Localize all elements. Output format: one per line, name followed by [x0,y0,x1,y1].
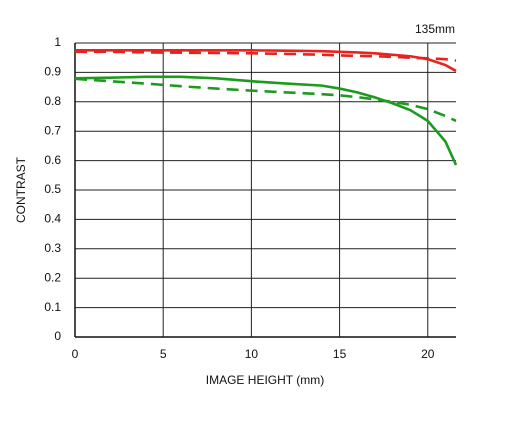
y-tick-label: 1 [54,35,61,49]
y-tick-label: 0 [54,329,61,343]
x-tick-label: 5 [160,347,167,361]
y-tick-label: 0.2 [44,270,61,284]
x-tick-label: 0 [72,347,79,361]
y-tick-label: 0.8 [44,94,61,108]
y-tick-label: 0.4 [44,212,61,226]
y-tick-label: 0.3 [44,241,61,255]
x-axis-label: IMAGE HEIGHT (mm) [206,373,324,387]
series-line [74,77,457,123]
y-tick-label: 0.1 [44,300,61,314]
y-tick-label: 0.7 [44,123,61,137]
y-tick-label: 0.6 [44,153,61,167]
x-tick-label: 20 [421,347,435,361]
x-tick-label: 10 [245,347,259,361]
series-line [74,75,458,166]
y-tick-label: 0.9 [44,65,61,79]
series-line [75,50,457,62]
chart-title: 135mm [415,22,455,36]
y-tick-label: 0.5 [44,182,61,196]
x-tick-label: 15 [333,347,347,361]
y-axis-label: CONTRAST [14,156,28,223]
